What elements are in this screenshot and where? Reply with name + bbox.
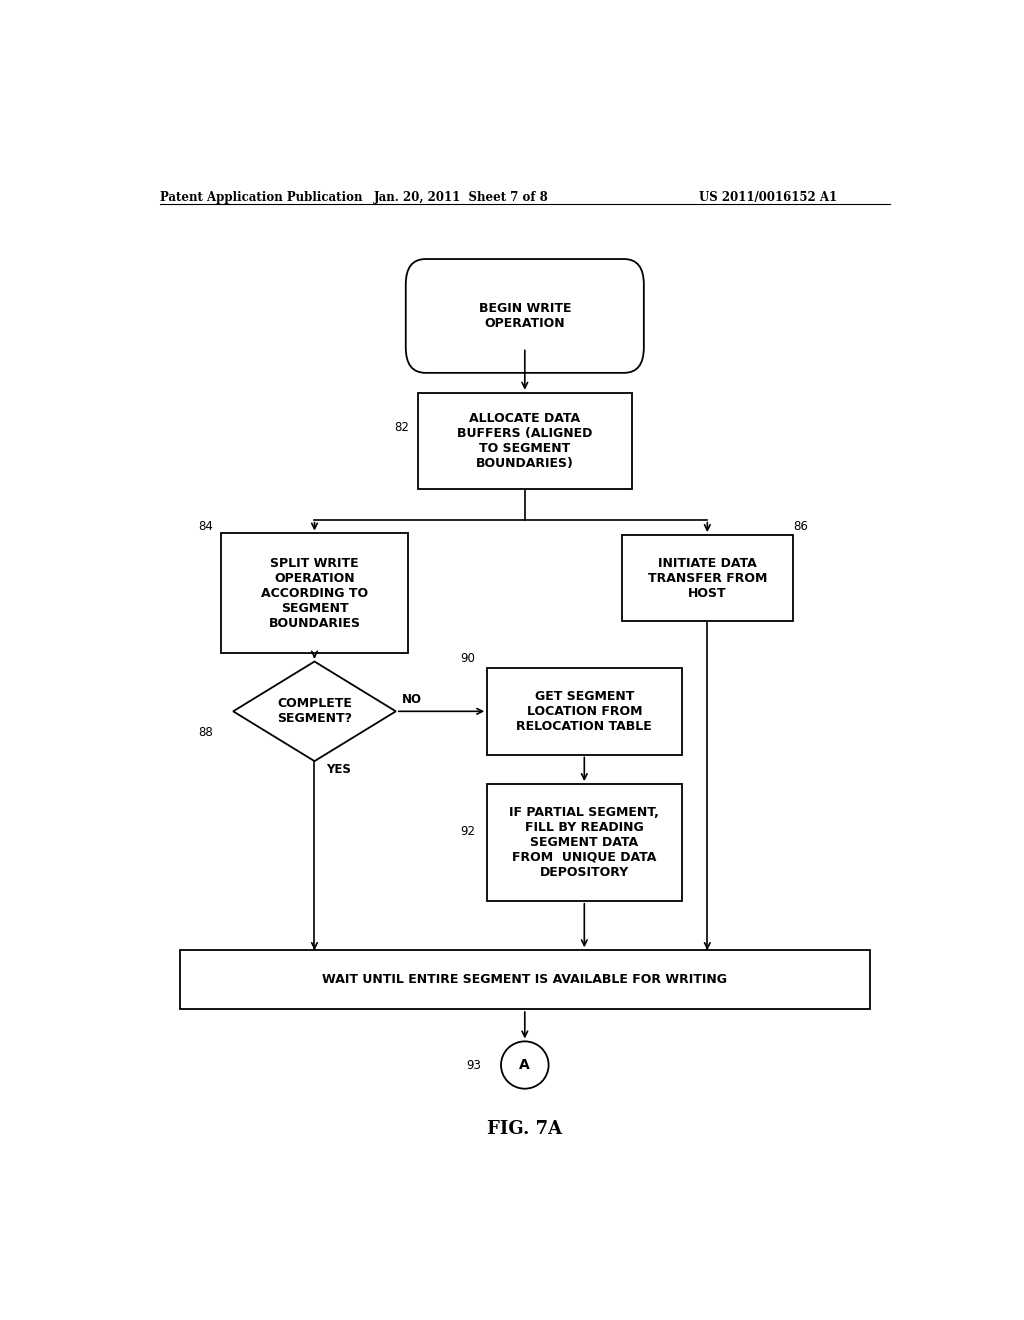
Text: GET SEGMENT
LOCATION FROM
RELOCATION TABLE: GET SEGMENT LOCATION FROM RELOCATION TAB… [516,690,652,733]
Text: WAIT UNTIL ENTIRE SEGMENT IS AVAILABLE FOR WRITING: WAIT UNTIL ENTIRE SEGMENT IS AVAILABLE F… [323,973,727,986]
Text: 90: 90 [460,652,475,665]
Text: 93: 93 [466,1059,480,1072]
Text: NO: NO [402,693,422,706]
FancyBboxPatch shape [418,392,632,490]
FancyBboxPatch shape [622,535,793,622]
FancyBboxPatch shape [487,784,682,900]
Ellipse shape [501,1041,549,1089]
Text: 82: 82 [394,421,410,434]
Text: A: A [519,1059,530,1072]
Text: COMPLETE
SEGMENT?: COMPLETE SEGMENT? [278,697,352,725]
Text: Patent Application Publication: Patent Application Publication [160,191,362,203]
Text: 92: 92 [460,825,475,838]
Text: Jan. 20, 2011  Sheet 7 of 8: Jan. 20, 2011 Sheet 7 of 8 [374,191,549,203]
Text: US 2011/0016152 A1: US 2011/0016152 A1 [699,191,838,203]
Text: INITIATE DATA
TRANSFER FROM
HOST: INITIATE DATA TRANSFER FROM HOST [647,557,767,599]
Text: ALLOCATE DATA
BUFFERS (ALIGNED
TO SEGMENT
BOUNDARIES): ALLOCATE DATA BUFFERS (ALIGNED TO SEGMEN… [457,412,593,470]
Text: 88: 88 [199,726,213,739]
Text: SPLIT WRITE
OPERATION
ACCORDING TO
SEGMENT
BOUNDARIES: SPLIT WRITE OPERATION ACCORDING TO SEGME… [261,557,368,630]
Polygon shape [233,661,396,762]
Text: 86: 86 [794,520,808,533]
Text: FIG. 7A: FIG. 7A [487,1121,562,1138]
Text: BEGIN WRITE
OPERATION: BEGIN WRITE OPERATION [478,302,571,330]
Text: YES: YES [327,763,351,776]
FancyBboxPatch shape [406,259,644,372]
Text: 84: 84 [199,520,213,533]
FancyBboxPatch shape [487,668,682,755]
FancyBboxPatch shape [221,533,408,653]
Text: IF PARTIAL SEGMENT,
FILL BY READING
SEGMENT DATA
FROM  UNIQUE DATA
DEPOSITORY: IF PARTIAL SEGMENT, FILL BY READING SEGM… [509,807,659,879]
FancyBboxPatch shape [179,950,870,1008]
